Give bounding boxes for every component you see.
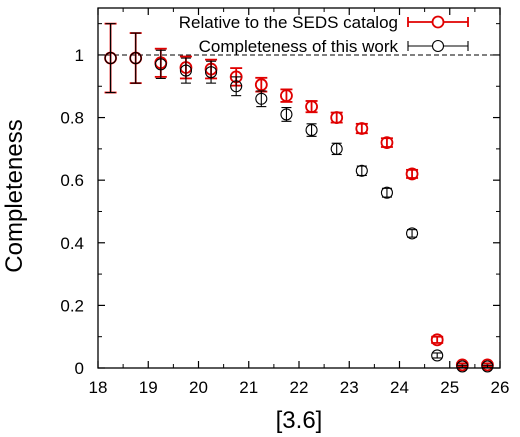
y-axis-title: Completeness bbox=[1, 119, 28, 272]
legend-marker bbox=[431, 15, 445, 29]
data-point bbox=[405, 167, 419, 181]
y-tick-label: 0.4 bbox=[60, 234, 84, 253]
data-point bbox=[254, 78, 268, 92]
data-point bbox=[205, 66, 218, 79]
data-point bbox=[305, 124, 318, 137]
y-tick-label: 1 bbox=[75, 46, 84, 65]
y-tick-label: 0.6 bbox=[60, 171, 84, 190]
data-point bbox=[430, 333, 444, 347]
series-1 bbox=[104, 22, 494, 372]
data-point bbox=[406, 227, 419, 240]
x-tick-label: 26 bbox=[491, 378, 510, 397]
x-tick-label: 24 bbox=[390, 378, 409, 397]
y-tick-label: 0.8 bbox=[60, 109, 84, 128]
data-point bbox=[154, 58, 167, 71]
series-2 bbox=[104, 23, 494, 373]
x-tick-label: 25 bbox=[440, 378, 459, 397]
legend-label: Completeness of this work bbox=[199, 37, 399, 56]
x-tick-label: 20 bbox=[189, 378, 208, 397]
x-tick-label: 19 bbox=[139, 378, 158, 397]
y-tick-label: 0 bbox=[75, 359, 84, 378]
data-point bbox=[305, 100, 318, 114]
data-point bbox=[179, 64, 192, 77]
data-point bbox=[355, 164, 368, 177]
x-tick-label: 21 bbox=[239, 378, 258, 397]
data-point bbox=[481, 360, 494, 373]
x-tick-label: 18 bbox=[89, 378, 108, 397]
x-axis-title: [3.6] bbox=[276, 407, 323, 434]
data-point bbox=[456, 360, 469, 373]
data-point bbox=[355, 122, 369, 135]
x-tick-label: 23 bbox=[340, 378, 359, 397]
data-point bbox=[431, 349, 444, 362]
axis-ticks: 18 19 20 21 22 23 24 25 26 0 0.2 0.4 0.6 0.8 1 bbox=[60, 8, 509, 397]
plot-frame bbox=[97, 7, 501, 369]
data-point bbox=[280, 89, 293, 103]
data-point bbox=[380, 136, 394, 150]
legend-marker bbox=[431, 39, 445, 53]
x-tick-label: 22 bbox=[290, 378, 309, 397]
data-point bbox=[380, 186, 393, 199]
data-point bbox=[330, 142, 343, 155]
data-point bbox=[230, 80, 243, 93]
legend: Relative to the SEDS catalog Completeness… bbox=[179, 13, 469, 56]
plot-area bbox=[98, 22, 500, 373]
y-tick-label: 0.2 bbox=[60, 296, 84, 315]
data-point bbox=[330, 111, 344, 124]
data-point bbox=[129, 52, 142, 65]
data-point bbox=[255, 92, 268, 105]
data-point bbox=[280, 108, 293, 121]
data-point bbox=[104, 52, 117, 65]
legend-label: Relative to the SEDS catalog bbox=[179, 13, 398, 32]
